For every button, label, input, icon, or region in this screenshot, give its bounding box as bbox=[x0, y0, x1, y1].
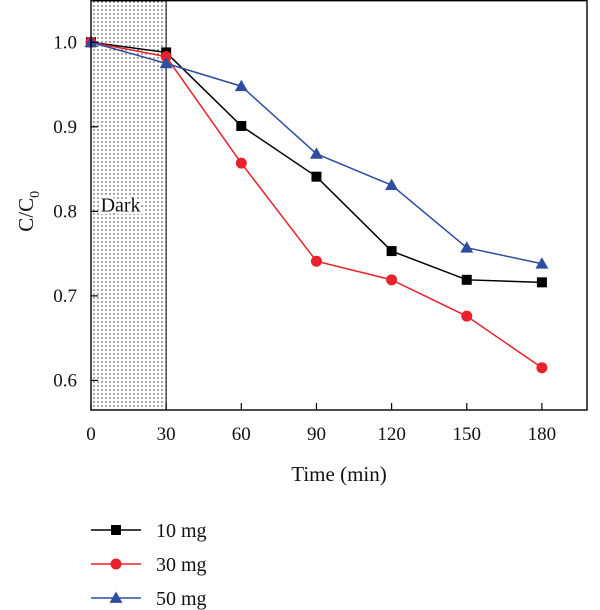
data-point bbox=[309, 147, 323, 159]
data-point bbox=[310, 255, 322, 267]
data-point bbox=[159, 56, 173, 69]
x-tick-label: 0 bbox=[86, 424, 96, 445]
data-point bbox=[385, 178, 399, 191]
y-axis-title: C/C0 bbox=[14, 191, 43, 232]
y-axis-title-subscript: 0 bbox=[28, 191, 43, 198]
y-tick-label: 0.8 bbox=[53, 201, 77, 222]
x-tick-label: 90 bbox=[307, 424, 326, 445]
y-tick-label: 0.6 bbox=[53, 370, 77, 391]
legend-label: 10 mg bbox=[156, 520, 207, 542]
plot-frame bbox=[90, 0, 588, 411]
data-point bbox=[461, 274, 472, 285]
data-point bbox=[234, 79, 248, 92]
data-point bbox=[460, 241, 474, 253]
legend-marker bbox=[109, 591, 123, 603]
x-axis-title: Time (min) bbox=[291, 462, 386, 486]
data-point bbox=[160, 51, 172, 63]
data-point bbox=[461, 310, 473, 322]
data-point bbox=[386, 246, 397, 257]
legend-entry: 50 mg bbox=[91, 588, 207, 610]
legend-marker bbox=[111, 525, 121, 535]
data-point bbox=[311, 171, 322, 182]
data-point bbox=[535, 257, 549, 269]
x-tick-label: 30 bbox=[157, 424, 176, 445]
legend-label: 30 mg bbox=[156, 554, 207, 576]
x-tick-label: 180 bbox=[528, 424, 557, 445]
data-point bbox=[386, 274, 398, 286]
data-point bbox=[236, 120, 247, 131]
y-axis-title-main: C/C bbox=[14, 198, 38, 232]
x-tick-label: 120 bbox=[377, 424, 406, 445]
legend-entry: 10 mg bbox=[91, 520, 207, 542]
legend-marker bbox=[110, 558, 122, 570]
legend-label: 50 mg bbox=[156, 588, 207, 610]
x-tick-label: 60 bbox=[232, 424, 251, 445]
x-tick-label: 150 bbox=[453, 424, 482, 445]
legend-entry: 30 mg bbox=[91, 554, 207, 576]
dark-region-label: Dark bbox=[101, 194, 141, 216]
y-tick-label: 1.0 bbox=[53, 32, 77, 53]
dark-region bbox=[90, 0, 167, 411]
data-point bbox=[536, 277, 547, 288]
data-point bbox=[235, 157, 247, 169]
y-tick-label: 0.7 bbox=[53, 286, 77, 307]
legend: 10 mg 30 mg 50 mg bbox=[91, 520, 207, 610]
data-point bbox=[536, 362, 548, 374]
y-tick-label: 0.9 bbox=[53, 117, 77, 138]
